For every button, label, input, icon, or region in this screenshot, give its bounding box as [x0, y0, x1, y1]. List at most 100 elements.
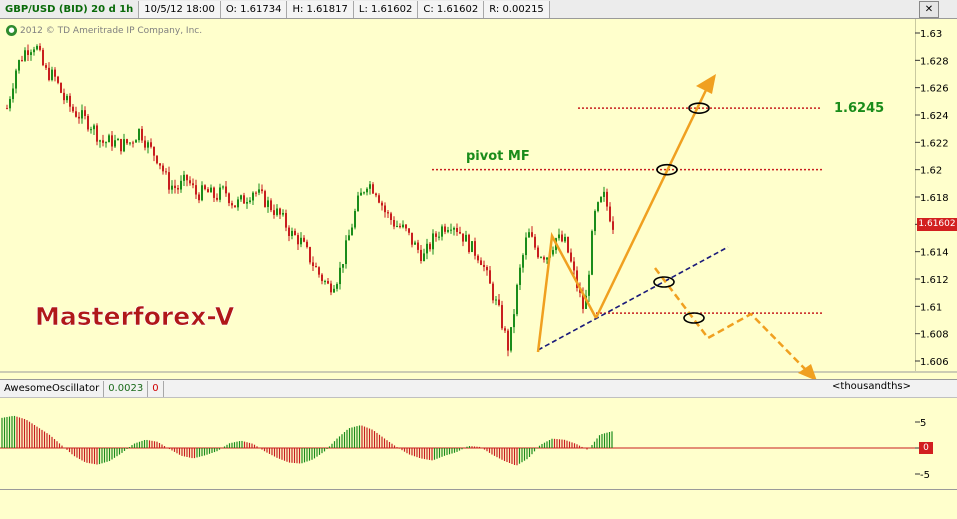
candle-body	[552, 250, 554, 255]
candle-body	[33, 49, 35, 53]
indicator-header-bar: AwesomeOscillator 0.0023 0	[0, 379, 957, 398]
candle-body	[339, 267, 341, 285]
candle-body	[312, 262, 314, 266]
pivot-label: pivot MF	[466, 149, 530, 164]
candle-body	[207, 189, 209, 193]
candle-body	[471, 241, 473, 252]
candle-body	[42, 49, 44, 66]
wave-path	[536, 231, 598, 353]
y-tick-label: 1.618	[920, 193, 949, 204]
price-axis	[915, 19, 957, 371]
candle-body	[51, 69, 53, 80]
candle-body	[366, 188, 368, 193]
candle-body	[192, 183, 194, 186]
candle-body	[99, 140, 101, 142]
candle-body	[195, 185, 197, 195]
candle-body	[261, 189, 263, 192]
open-label: O: 1.61734	[220, 0, 288, 18]
candle-body	[492, 283, 494, 301]
candle-body	[63, 92, 65, 101]
candle-body	[474, 241, 476, 256]
candle-body	[21, 60, 23, 62]
candle-body	[381, 202, 383, 206]
candle-body	[516, 284, 518, 315]
candle-body	[609, 206, 611, 222]
candle-body	[597, 202, 599, 212]
candle-body	[171, 185, 173, 190]
candle-body	[306, 241, 308, 248]
candle-body	[567, 236, 569, 253]
candle-body	[225, 186, 227, 194]
symbol-label[interactable]: GBP/USD (BID) 20 d 1h	[0, 0, 140, 18]
indicator-name[interactable]: AwesomeOscillator	[0, 380, 105, 397]
candle-body	[420, 249, 422, 261]
candle-body	[111, 135, 113, 147]
candle-body	[393, 219, 395, 227]
candle-body	[321, 274, 323, 282]
y-tick-label: 1.622	[920, 138, 949, 149]
indicator-value: 0.0023	[104, 380, 149, 397]
candle-body	[429, 243, 431, 250]
candle-body	[6, 108, 8, 110]
candle-body	[282, 212, 284, 215]
y-tick-label: 1.628	[920, 56, 949, 67]
candle-body	[168, 172, 170, 190]
candle-body	[396, 225, 398, 227]
candle-body	[105, 142, 107, 144]
candle-body	[123, 139, 125, 152]
candle-body	[183, 174, 185, 181]
candle-body	[90, 129, 92, 131]
candle-body	[480, 260, 482, 265]
candle-body	[498, 299, 500, 306]
candle-body	[12, 88, 14, 100]
range-label: R: 0.00215	[484, 0, 550, 18]
time-axis	[0, 489, 957, 519]
candle-body	[27, 50, 29, 55]
candle-body	[84, 110, 86, 116]
candle-body	[384, 205, 386, 213]
current-price-badge: 1.61602	[917, 218, 957, 231]
candle-body	[507, 330, 509, 351]
candle-body	[81, 110, 83, 119]
candle-body	[525, 237, 527, 256]
candle-body	[411, 232, 413, 245]
level-marker-ellipse	[653, 276, 675, 288]
candle-body	[483, 264, 485, 267]
candle-body	[318, 267, 320, 275]
chart-header-bar: GBP/USD (BID) 20 d 1h 10/5/12 18:00 O: 1…	[0, 0, 957, 19]
candle-body	[351, 227, 353, 236]
candle-body	[189, 180, 191, 184]
candle-body	[489, 270, 491, 284]
candle-body	[375, 193, 377, 196]
candle-body	[444, 226, 446, 232]
candle-body	[588, 274, 590, 296]
candle-body	[309, 247, 311, 263]
candle-body	[582, 292, 584, 309]
candle-body	[537, 247, 539, 258]
candle-body	[132, 142, 134, 144]
candle-body	[93, 125, 95, 130]
candle-body	[327, 281, 329, 284]
candle-body	[177, 188, 179, 190]
candle-body	[165, 171, 167, 173]
candle-body	[285, 212, 287, 228]
candle-body	[441, 226, 443, 237]
candle-body	[297, 235, 299, 245]
candle-body	[561, 234, 563, 242]
candle-body	[180, 180, 182, 190]
candle-body	[159, 163, 161, 166]
candle-body	[459, 231, 461, 234]
candle-body	[129, 142, 131, 144]
candle-body	[144, 140, 146, 148]
candle-body	[336, 284, 338, 289]
candle-body	[315, 265, 317, 268]
candle-body	[378, 195, 380, 203]
close-icon[interactable]: ✕	[919, 1, 939, 18]
candle-body	[234, 205, 236, 208]
candle-body	[9, 99, 11, 109]
indicator-units: <thousandths>	[832, 381, 911, 392]
candle-body	[264, 191, 266, 207]
high-label: H: 1.61817	[287, 0, 354, 18]
candle-body	[408, 228, 410, 233]
